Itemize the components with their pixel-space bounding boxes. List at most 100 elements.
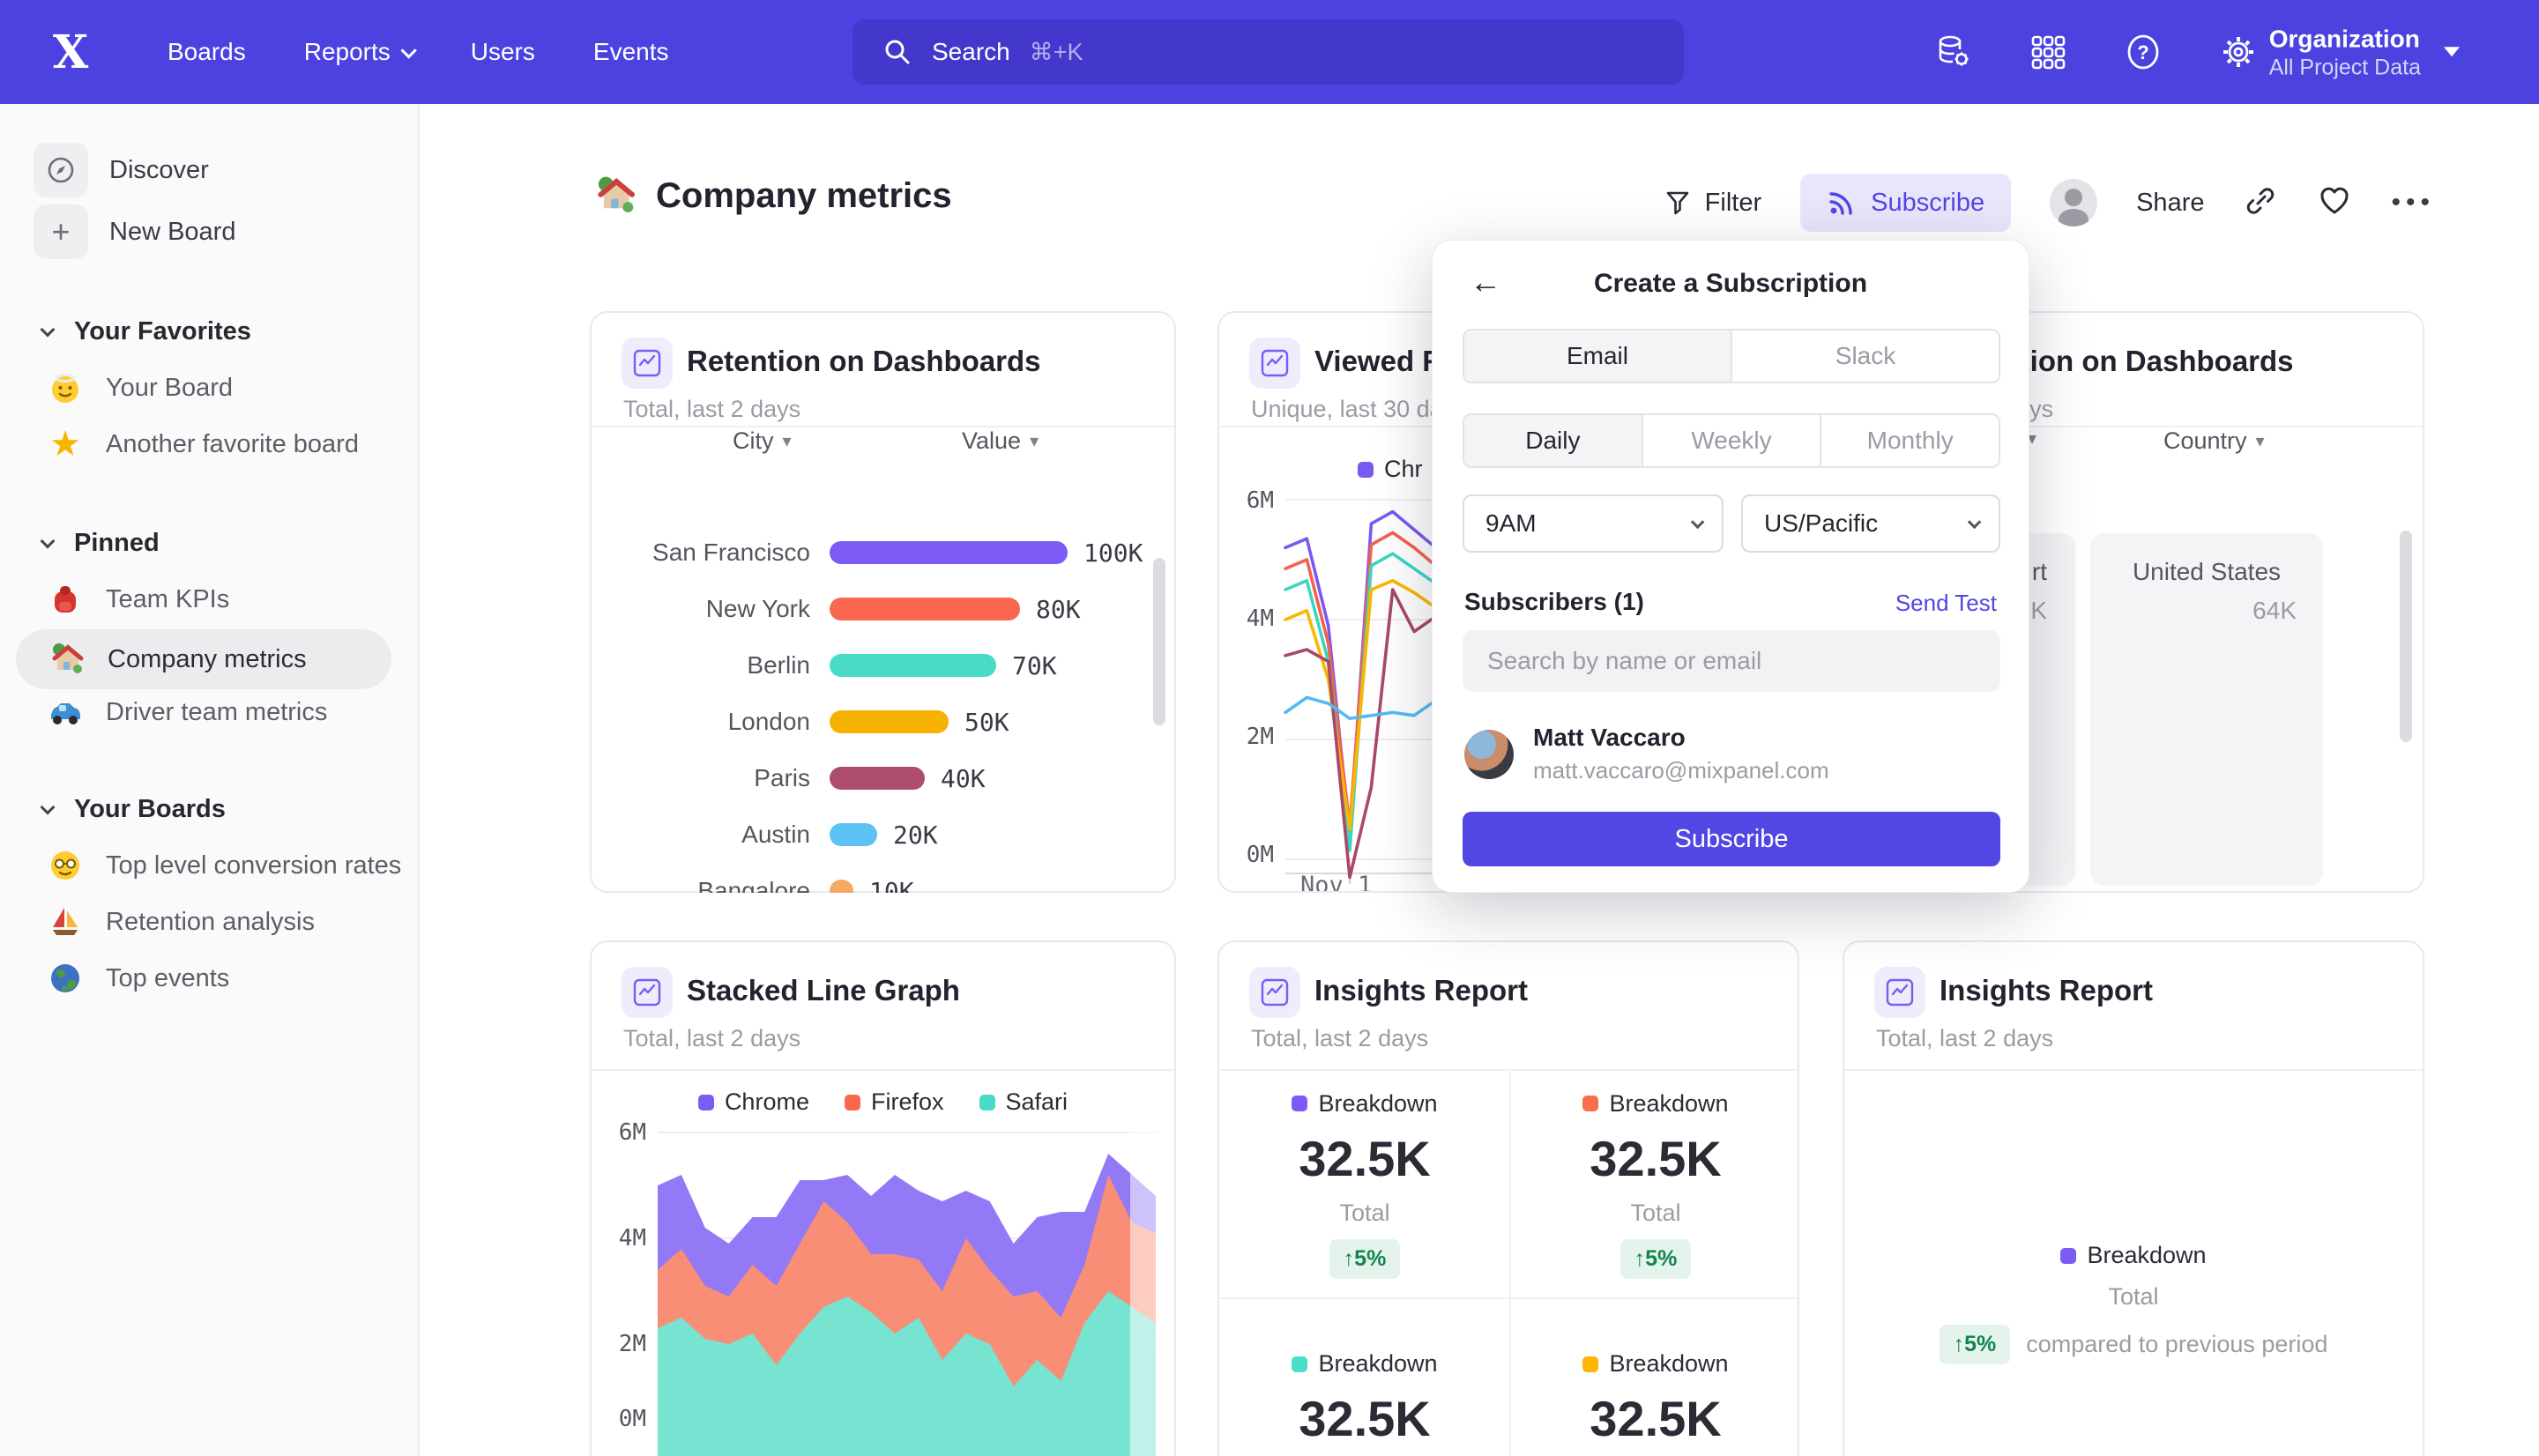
- subscribe-button[interactable]: Subscribe: [1800, 174, 2012, 232]
- sidebar-section-pinned[interactable]: Pinned: [40, 529, 160, 558]
- sidebar-item-another-favorite-board[interactable]: ★ Another favorite board: [46, 425, 359, 464]
- favorite-heart-icon[interactable]: [2317, 183, 2352, 223]
- globe-emoji-icon: [46, 959, 85, 998]
- delta-badge: ↑5%: [1329, 1238, 1401, 1279]
- settings-gear-icon[interactable]: [2218, 32, 2259, 72]
- sidebar-item-label: Discover: [109, 155, 209, 184]
- filter-button[interactable]: Filter: [1664, 189, 1761, 218]
- column-header-value[interactable]: Value ▾: [962, 427, 1039, 455]
- compass-icon: [34, 143, 88, 197]
- sidebar-item-new-board[interactable]: + New Board: [34, 204, 235, 259]
- column-header-country[interactable]: Country ▾: [2163, 427, 2265, 455]
- tab-weekly[interactable]: Weekly: [1641, 415, 1820, 466]
- value-label: 70K: [1012, 650, 1057, 680]
- vertical-scrollbar[interactable]: [2400, 531, 2412, 742]
- time-select[interactable]: 9AM: [1463, 494, 1724, 553]
- more-options-icon[interactable]: •••: [2391, 188, 2435, 217]
- mixpanel-logo-icon[interactable]: X: [52, 25, 89, 79]
- modal-title: Create a Subscription: [1593, 269, 1868, 298]
- value-bar: [830, 880, 853, 893]
- card-title: Retention on Dashboards: [687, 345, 1041, 377]
- tile-value: 64K: [2252, 597, 2297, 624]
- card-retention-on-dashboards: Retention on Dashboards Total, last 2 da…: [590, 311, 1176, 893]
- delta-badge: ↑5%: [1939, 1325, 2011, 1364]
- sidebar-item-team-kpis[interactable]: Team KPIs: [46, 580, 229, 619]
- sidebar: Discover + New Board Your Favorites Your…: [0, 104, 420, 1456]
- sidebar-section-your-boards[interactable]: Your Boards: [40, 795, 226, 824]
- total-label: Total: [2108, 1283, 2159, 1310]
- card-subtitle: Unique, last 30 da: [1251, 396, 1443, 422]
- card-subtitle: Total, last 2 days: [623, 1025, 801, 1051]
- column-header-city[interactable]: City ▾: [733, 427, 792, 455]
- car-emoji-icon: [46, 693, 85, 732]
- card-subtitle: Total, last 2 days: [623, 396, 801, 422]
- tab-monthly[interactable]: Monthly: [1820, 415, 1999, 466]
- org-switcher[interactable]: Organization All Project Data: [2269, 23, 2460, 80]
- value-label: 40K: [941, 763, 986, 793]
- column-header-hidden[interactable]: ▾: [2028, 427, 2036, 449]
- sidebar-item-label: Your Board: [106, 373, 234, 402]
- subscriber-search-input[interactable]: Search by name or email: [1463, 630, 2000, 692]
- sidebar-item-label: Top events: [106, 963, 230, 992]
- tab-daily[interactable]: Daily: [1464, 415, 1642, 466]
- nav-item-reports[interactable]: Reports: [303, 38, 417, 66]
- copy-link-icon[interactable]: [2243, 183, 2278, 223]
- sidebar-item-discover[interactable]: Discover: [34, 143, 209, 197]
- tab-slack[interactable]: Slack: [1731, 331, 1999, 382]
- breakdown-label: Breakdown: [1582, 1090, 1729, 1118]
- help-icon[interactable]: ?: [2123, 32, 2163, 72]
- delta-note: compared to previous period: [2026, 1331, 2328, 1357]
- sidebar-item-label: Top level conversion rates: [106, 851, 402, 880]
- nav-item-users[interactable]: Users: [470, 38, 535, 65]
- share-button[interactable]: Share: [2136, 188, 2205, 217]
- subscribe-submit-button[interactable]: Subscribe: [1463, 812, 2000, 866]
- legend-item[interactable]: Firefox: [844, 1088, 944, 1116]
- timezone-select[interactable]: US/Pacific: [1741, 494, 2000, 553]
- country-tile-united-states[interactable]: United States 64K: [2090, 533, 2323, 886]
- backpack-emoji-icon: [46, 580, 85, 619]
- house-emoji-icon: [592, 173, 638, 219]
- section-label: Pinned: [74, 529, 160, 557]
- legend-item[interactable]: Chr: [1358, 456, 1423, 483]
- sidebar-item-company-metrics[interactable]: Company metrics: [16, 629, 391, 689]
- table-row: San Francisco 100K: [592, 524, 1156, 581]
- sidebar-item-your-board[interactable]: Your Board: [46, 368, 233, 407]
- line-chart-icon: [1249, 338, 1300, 389]
- table-row: New York 80K: [592, 581, 1156, 637]
- chart-legend: Chr: [1358, 456, 1423, 483]
- legend-label: Firefox: [870, 1088, 944, 1115]
- legend-item[interactable]: Safari: [979, 1088, 1068, 1116]
- data-management-icon[interactable]: [1932, 32, 1973, 72]
- sidebar-item-top-events[interactable]: Top events: [46, 959, 229, 998]
- chevron-down-icon: [400, 41, 417, 59]
- nav-item-boards[interactable]: Boards: [168, 38, 246, 65]
- nerd-face-emoji-icon: [46, 846, 85, 885]
- card-title: Stacked Line Graph: [687, 974, 960, 1007]
- nav-item-reports-label: Reports: [303, 38, 391, 65]
- house-emoji-icon: [48, 640, 86, 679]
- apps-grid-icon[interactable]: [2028, 32, 2068, 72]
- sidebar-item-retention-analysis[interactable]: Retention analysis: [46, 903, 315, 941]
- card-title: Insights Report: [1314, 974, 1529, 1007]
- value-label: 80K: [1036, 594, 1081, 624]
- top-nav: X Boards Reports Users Events Search ⌘+K…: [0, 0, 2539, 104]
- legend-item[interactable]: Chrome: [697, 1088, 809, 1116]
- y-tick: 4M: [618, 1225, 646, 1252]
- card-insights-report-grid: Insights Report Total, last 2 days Break…: [1217, 940, 1799, 1456]
- back-arrow-icon[interactable]: ←: [1470, 264, 1501, 300]
- column-label: Country: [2163, 427, 2247, 454]
- legend-swatch: [2060, 1247, 2077, 1264]
- sidebar-item-top-level-conversion-rates[interactable]: Top level conversion rates: [46, 846, 401, 885]
- sidebar-section-your-favorites[interactable]: Your Favorites: [40, 317, 251, 346]
- metric-value: 32.5K: [1590, 1130, 1722, 1186]
- send-test-link[interactable]: Send Test: [1895, 590, 1997, 616]
- avatar[interactable]: [2050, 179, 2098, 227]
- legend-label: Safari: [1005, 1088, 1068, 1115]
- search-input[interactable]: Search ⌘+K: [853, 19, 1684, 85]
- sidebar-item-driver-team-metrics[interactable]: Driver team metrics: [46, 693, 327, 732]
- vertical-scrollbar[interactable]: [1153, 558, 1165, 725]
- frequency-tabs: Daily Weekly Monthly: [1463, 413, 2000, 468]
- nav-item-events[interactable]: Events: [592, 38, 669, 65]
- section-label: Your Favorites: [74, 317, 251, 345]
- tab-email[interactable]: Email: [1464, 331, 1731, 382]
